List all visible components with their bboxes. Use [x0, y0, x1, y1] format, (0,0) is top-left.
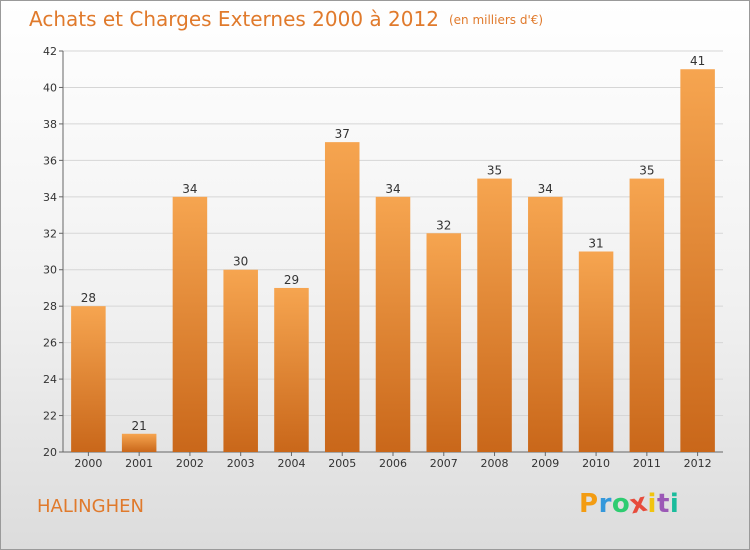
data-label-2007: 32 [436, 218, 451, 232]
x-tick-label: 2001 [125, 457, 153, 470]
data-label-2012: 41 [690, 54, 705, 68]
x-tick-label: 2003 [227, 457, 255, 470]
y-tick-label: 32 [43, 227, 57, 240]
y-tick-label: 22 [43, 410, 57, 423]
subtitle-text: (en milliers d'€) [448, 13, 544, 27]
brand-letter: i [669, 489, 680, 519]
x-tick-label: 2011 [633, 457, 661, 470]
y-tick-label: 38 [43, 118, 57, 131]
brand-letter: t [656, 489, 670, 519]
bar-2007 [426, 233, 462, 452]
data-label-2008: 35 [487, 164, 502, 178]
brand-letter: o [611, 489, 631, 519]
brand-letter: P [579, 489, 599, 519]
title-text: Achats et Charges Externes 2000 à 2012 [29, 7, 439, 31]
bar-2011 [629, 178, 665, 452]
brand-letter: r [598, 489, 612, 519]
x-tick-label: 2008 [481, 457, 509, 470]
data-label-2003: 30 [233, 255, 248, 269]
bar-2005 [324, 142, 360, 453]
data-labels: 28 21 34 30 29 37 34 32 35 34 31 35 41 [81, 54, 706, 433]
x-tick-label: 2000 [74, 457, 102, 470]
bar-2008 [477, 178, 512, 452]
data-label-2002: 34 [182, 182, 197, 196]
brand-logo: Proxiti [579, 488, 680, 521]
bars [71, 69, 715, 453]
x-tick-label: 2010 [582, 457, 610, 470]
x-tick-labels: 2000 2001 2002 2003 2004 2005 2006 2007 2008 2009… [74, 452, 712, 470]
y-tick-label: 30 [43, 264, 57, 277]
x-tick-label: 2009 [531, 457, 559, 470]
bar-2012 [680, 69, 715, 453]
x-tick-label: 2007 [430, 457, 458, 470]
data-label-2009: 34 [538, 182, 553, 196]
data-label-2000: 28 [81, 291, 96, 305]
data-label-2005: 37 [335, 127, 350, 141]
data-label-2006: 34 [385, 182, 400, 196]
commune-name: HALINGHEN [37, 496, 144, 517]
y-tick-label: 26 [43, 337, 57, 350]
chart-title: Achats et Charges Externes 2000 à 2012 (e… [29, 7, 543, 31]
data-label-2011: 35 [639, 164, 654, 178]
bar-2010 [578, 251, 614, 452]
x-tick-label: 2012 [684, 457, 712, 470]
bar-2006 [375, 196, 411, 452]
data-label-2004: 29 [284, 273, 299, 287]
bar-2002 [172, 196, 208, 452]
bar-2009 [528, 196, 563, 452]
data-label-2010: 31 [588, 237, 603, 251]
y-tick-label: 34 [43, 191, 57, 204]
bar-2000 [71, 306, 106, 452]
y-tick-label: 24 [43, 373, 57, 386]
x-tick-label: 2005 [328, 457, 356, 470]
y-tick-label: 36 [43, 154, 57, 167]
y-tick-label: 40 [43, 81, 57, 94]
x-tick-label: 2002 [176, 457, 204, 470]
y-tick-labels: 20 22 24 26 28 30 32 34 36 38 40 42 [43, 45, 63, 459]
y-tick-label: 42 [43, 45, 57, 58]
x-tick-label: 2006 [379, 457, 407, 470]
bar-2004 [274, 287, 309, 452]
y-tick-label: 28 [43, 300, 57, 313]
data-label-2001: 21 [132, 419, 147, 433]
bar-2001 [121, 433, 157, 452]
y-tick-label: 20 [43, 446, 57, 459]
bar-2003 [223, 269, 258, 452]
x-tick-label: 2004 [277, 457, 305, 470]
brand-letter: i [647, 489, 657, 519]
